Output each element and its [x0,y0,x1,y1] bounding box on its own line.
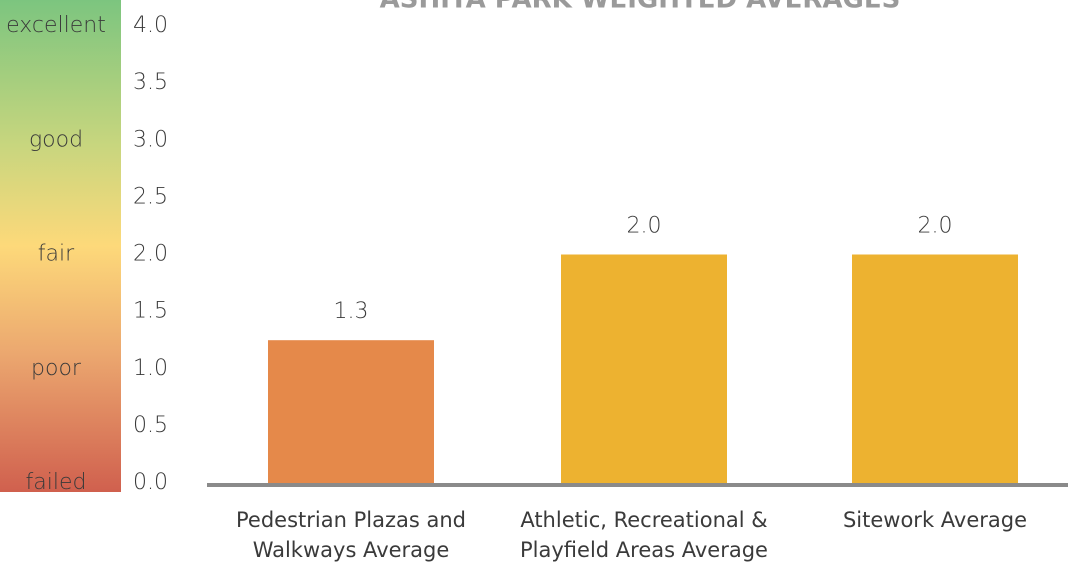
y-tick-label: 3.0 [133,127,168,152]
x-tick-label: Sitework Average [842,508,1028,532]
data-label: 2.0 [627,214,662,239]
y-tick-label: 1.0 [133,356,168,381]
rating-label: fair [38,242,75,267]
bar [852,254,1018,483]
data-label: 2.0 [918,214,953,239]
rating-scale [0,0,121,492]
y-tick-label: 4.0 [133,13,168,38]
rating-label: excellent [6,13,106,38]
y-tick-label: 0.0 [133,470,168,495]
y-tick-label: 0.5 [133,413,168,438]
y-tick-label: 1.5 [133,299,168,324]
x-tick-label: Pedestrian Plazas and Walkways Average [236,508,466,562]
chart-title: ASHITA PARK WEIGHTED AVERAGES [380,0,901,15]
y-tick-label: 2.5 [133,184,168,209]
rating-label: failed [26,470,87,495]
y-tick-label: 3.5 [133,70,168,95]
bar [561,254,727,483]
y-tick-label: 2.0 [133,242,168,267]
data-label: 1.3 [334,299,369,324]
bar [268,340,434,483]
rating-label: poor [31,356,82,381]
x-tick-label: Athletic, Recreational & Playfield Areas… [520,508,768,562]
rating-label: good [29,127,83,152]
